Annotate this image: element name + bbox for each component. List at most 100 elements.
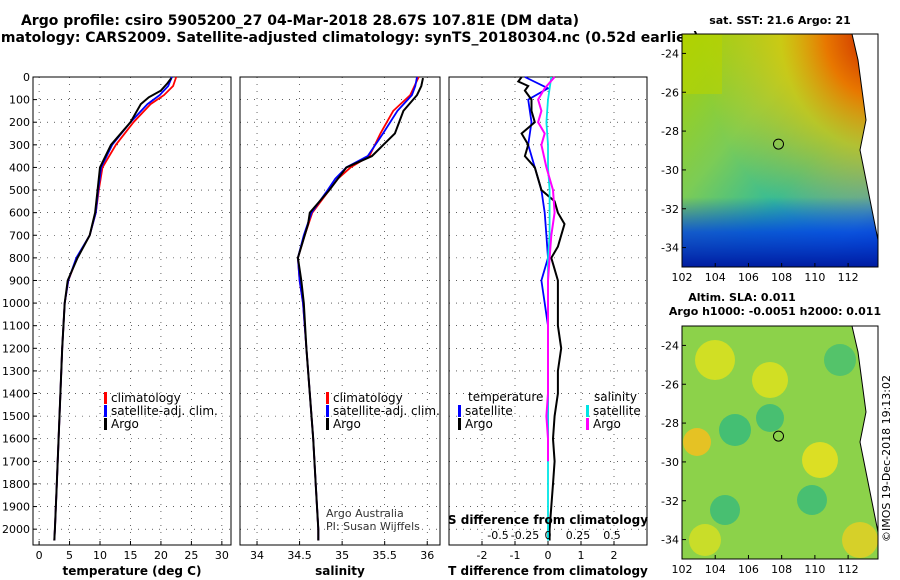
sla-blob [710, 495, 740, 525]
y-tick-label: 400 [9, 161, 30, 174]
sst-land [852, 34, 878, 240]
legend-swatch [326, 418, 329, 430]
x-tick-label: 20 [154, 549, 168, 562]
map-y-tick-label: -28 [661, 417, 679, 430]
legend-swatch [586, 418, 589, 430]
x-tick-label: 35.5 [372, 549, 397, 562]
legend-swatch [458, 418, 461, 430]
sla-argo-marker [773, 430, 785, 442]
legend-label: satellite [593, 404, 641, 418]
sla-blob [689, 524, 721, 556]
sla-coastline [851, 326, 878, 533]
y-tick-label: 800 [9, 252, 30, 265]
s-tick-label: -0.25 [511, 529, 539, 542]
sst-map-title: sat. SST: 21.6 Argo: 21 [709, 14, 851, 27]
annotation-text: PI: Susan Wijffels [326, 520, 420, 533]
sla-blob [695, 340, 735, 380]
y-tick-label: 1100 [2, 320, 30, 333]
salinity-frame [239, 76, 441, 546]
s-tick-label: 0.25 [566, 529, 591, 542]
y-tick-label: 1600 [2, 433, 30, 446]
y-tick-label: 1700 [2, 455, 30, 468]
x-tick-label: 0 [545, 549, 552, 562]
sla-map-title-2: Argo h1000: -0.0051 h2000: 0.011 [669, 305, 881, 318]
temperature-panel: 0 5 10 15 20 25 30 temperature (deg C) 0 100 200 30… [2, 71, 232, 578]
temperature-xlabel: temperature (deg C) [63, 564, 202, 578]
legend-label: satellite-adj. clim. [333, 404, 440, 418]
legend-label: climatology [111, 391, 181, 405]
legend-label: Argo [593, 417, 621, 431]
map-x-tick-label: 110 [804, 563, 825, 576]
series-line-s-argo [537, 76, 556, 462]
y-tick-label: 700 [9, 229, 30, 242]
difference-xlabel: T difference from climatology [448, 564, 648, 578]
legend-title-temperature: temperature [468, 390, 543, 404]
sla-map-frame [681, 325, 879, 560]
legend-swatch [586, 405, 589, 417]
sla-blob [756, 404, 784, 432]
x-tick-label: 34.5 [287, 549, 312, 562]
sla-blob [719, 414, 751, 446]
sla-blob [824, 344, 856, 376]
legend-label: Argo [333, 417, 361, 431]
y-tick-label: 1200 [2, 342, 30, 355]
y-tick-label: 1800 [2, 478, 30, 491]
x-tick-label: 36 [420, 549, 434, 562]
map-x-tick-label: 110 [804, 271, 825, 284]
difference-top-xlabel: S difference from climatology [448, 513, 648, 527]
x-tick-label: 15 [123, 549, 137, 562]
legend-label: Argo [111, 417, 139, 431]
sla-blob [752, 362, 788, 398]
map-y-tick-label: -24 [661, 339, 679, 352]
sst-map-frame [681, 33, 879, 268]
sst-coastline [851, 34, 878, 241]
y-tick-label: 100 [9, 94, 30, 107]
legend-swatch [326, 405, 329, 417]
map-x-tick-label: 106 [738, 563, 759, 576]
map-y-tick-label: -30 [661, 164, 679, 177]
y-tick-label: 1900 [2, 501, 30, 514]
map-x-tick-label: 108 [771, 563, 792, 576]
sla-blob [842, 522, 878, 558]
x-tick-label: -2 [477, 549, 488, 562]
series-line-argo [296, 77, 424, 541]
series-line-t-argo [516, 76, 566, 541]
map-y-tick-label: -30 [661, 456, 679, 469]
x-tick-label: 34 [250, 549, 264, 562]
y-tick-label: 600 [9, 207, 30, 220]
y-tick-label: 1400 [2, 388, 30, 401]
title-line-1: Argo profile: csiro 5905200_27 04-Mar-20… [21, 13, 579, 29]
credit-text: ©IMOS 19-Dec-2018 19:13:02 [880, 375, 893, 542]
map-y-tick-label: -26 [661, 86, 679, 99]
map-x-tick-label: 102 [672, 271, 693, 284]
difference-panel: -2 -1 0 1 2 T difference from climatology temp… [448, 76, 648, 578]
map-y-tick-label: -34 [661, 242, 679, 255]
y-tick-label: 300 [9, 139, 30, 152]
salinity-panel: 34 34.5 35 35.5 36 salinity climatologysatelli… [239, 76, 441, 578]
temperature-frame [32, 76, 232, 546]
sla-blob [683, 428, 711, 456]
sst-patch [682, 34, 722, 94]
map-x-tick-label: 108 [771, 271, 792, 284]
s-tick-label: 0 [545, 529, 552, 542]
legend-swatch [458, 405, 461, 417]
map-y-tick-label: -28 [661, 125, 679, 138]
x-tick-label: 2 [611, 549, 618, 562]
map-x-tick-label: 112 [838, 271, 859, 284]
legend-label: satellite [465, 404, 513, 418]
y-tick-label: 1500 [2, 410, 30, 423]
map-x-tick-label: 104 [705, 563, 726, 576]
annotation-text: Argo Australia [326, 507, 404, 520]
legend-title-salinity: salinity [594, 390, 637, 404]
sst-argo-marker [773, 138, 785, 150]
map-x-tick-label: 112 [838, 563, 859, 576]
sla-map: Altim. SLA: 0.011 Argo h1000: -0.0051 h2… [661, 291, 881, 576]
series-line-argo [53, 77, 173, 541]
x-tick-label: -1 [510, 549, 521, 562]
x-tick-label: 10 [93, 549, 107, 562]
x-tick-label: 1 [578, 549, 585, 562]
map-y-tick-label: -32 [661, 203, 679, 216]
x-tick-label: 5 [66, 549, 73, 562]
map-x-tick-label: 106 [738, 271, 759, 284]
